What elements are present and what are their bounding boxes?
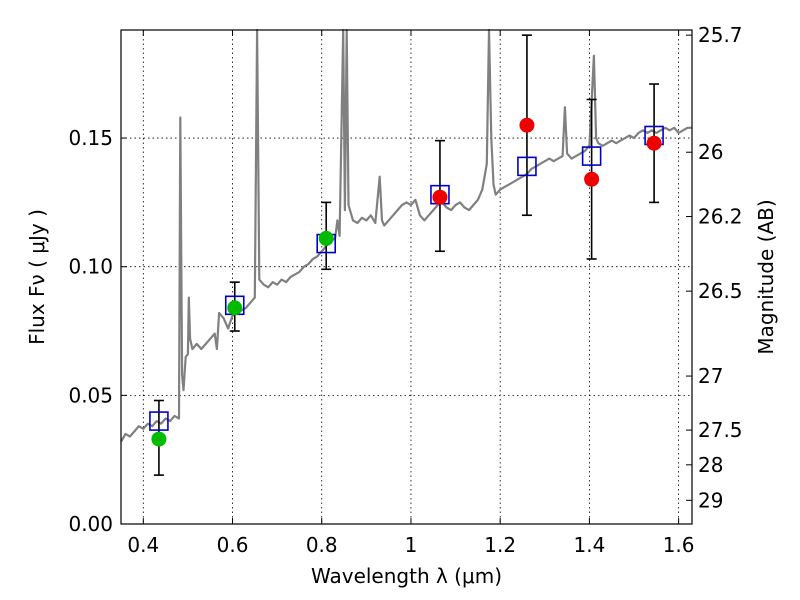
y-axis-ticks: 0.00 0.05 0.10 0.15 xyxy=(68,126,127,536)
spectrum-layer xyxy=(120,28,692,443)
error-bars xyxy=(153,34,660,476)
x-tick-label: 0.4 xyxy=(127,533,159,557)
observed-point xyxy=(432,189,448,205)
plot-frame xyxy=(120,29,693,525)
x-tick-label: 1.4 xyxy=(573,533,605,557)
model-photometry-markers xyxy=(149,125,664,431)
model-square xyxy=(581,146,602,166)
observed-point xyxy=(519,117,535,133)
observed-point xyxy=(646,135,662,151)
right-axis-label: Magnitude (AB) xyxy=(754,199,778,354)
right-tick-label: 26.2 xyxy=(698,205,743,229)
right-tick-label: 27.5 xyxy=(698,418,743,442)
observed-point xyxy=(318,230,334,246)
spectrum-line xyxy=(120,28,692,443)
x-tick-label: 0.6 xyxy=(217,533,249,557)
right-tick-label: 26.5 xyxy=(698,279,743,303)
x-tick-label: 1.6 xyxy=(663,533,695,557)
y-tick-label: 0.05 xyxy=(68,383,113,407)
grid xyxy=(121,30,692,525)
y-tick-label: 0.10 xyxy=(68,255,113,279)
observed-point xyxy=(151,431,167,447)
right-axis-ticks: 25.7 26 26.2 26.5 27 27.5 28 29 xyxy=(686,23,743,512)
right-tick-label: 25.7 xyxy=(698,23,743,47)
y-tick-label: 0.00 xyxy=(68,512,113,536)
observed-point xyxy=(584,171,600,187)
right-tick-label: 29 xyxy=(698,488,723,512)
x-tick-label: 0.8 xyxy=(306,533,338,557)
model-square xyxy=(517,156,537,177)
x-tick-label: 1 xyxy=(405,533,418,557)
right-tick-label: 28 xyxy=(698,453,723,477)
x-axis-label: Wavelength λ (μm) xyxy=(311,564,502,588)
y-tick-label: 0.15 xyxy=(68,126,113,150)
x-axis-ticks: 0.4 0.6 0.8 1 1.2 1.4 1.6 xyxy=(127,30,695,557)
model-square xyxy=(149,411,169,431)
y-axis-label: Flux Fν ( μJy ) xyxy=(25,209,49,345)
observed-photometry-markers xyxy=(151,117,662,447)
observed-point xyxy=(227,300,243,316)
x-tick-label: 1.2 xyxy=(484,533,516,557)
right-tick-label: 27 xyxy=(698,364,723,388)
right-tick-label: 26 xyxy=(698,140,723,164)
